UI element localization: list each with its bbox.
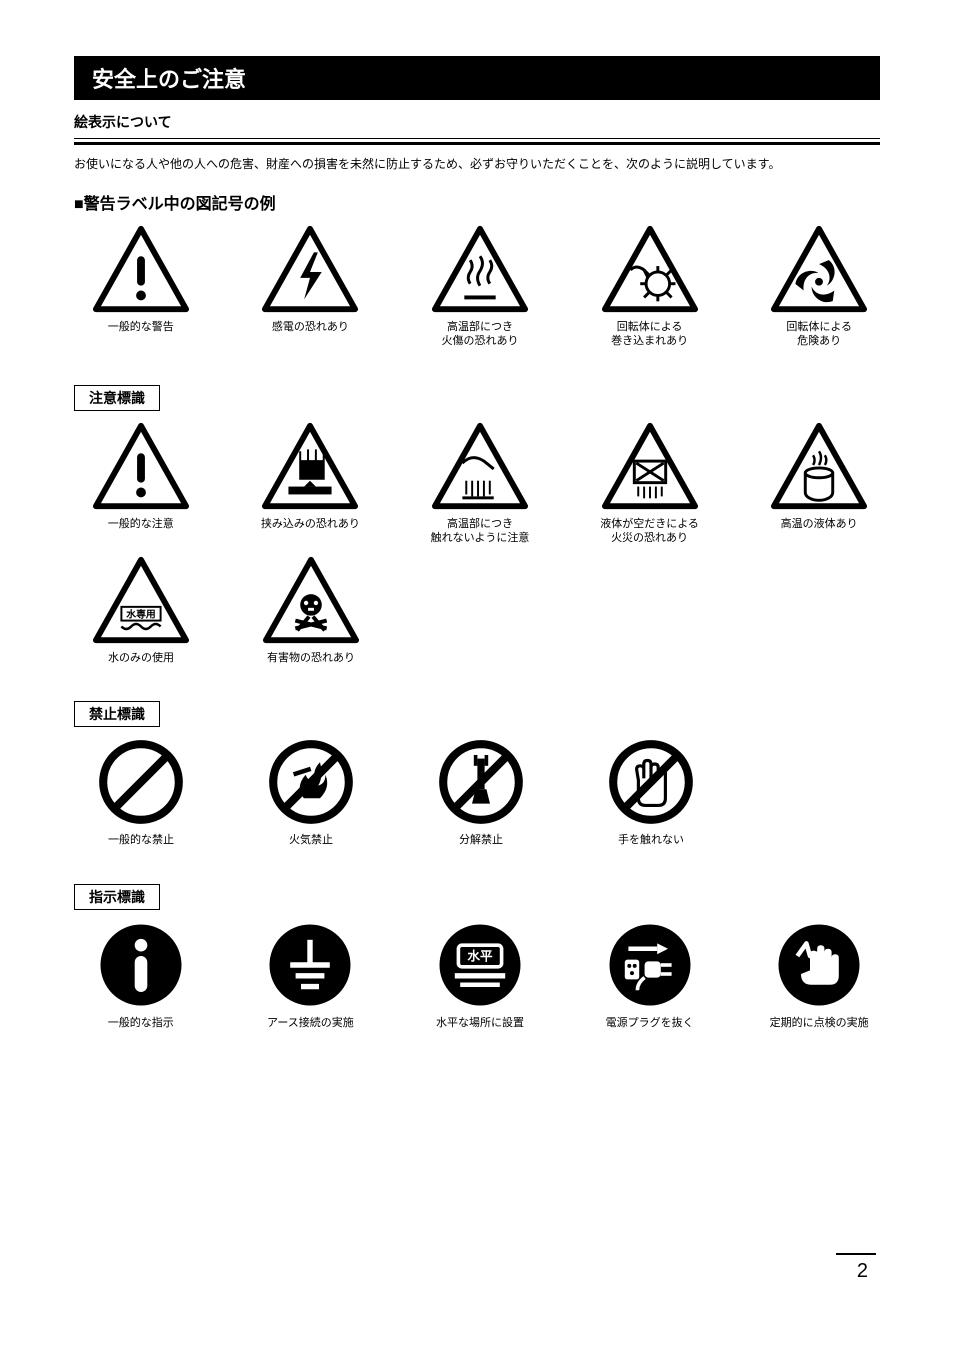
caution-row-2: 水専用 水のみの使用 有害物の恐れあり [80, 555, 880, 665]
caption: 高温の液体あり [781, 517, 858, 531]
hot-surface-icon [431, 224, 529, 314]
caption: 一般的な注意 [108, 517, 174, 531]
general-caution-icon [92, 421, 190, 511]
caption: 水平な場所に設置 [436, 1016, 524, 1030]
header-title: 安全上のご注意 [92, 62, 246, 94]
no-touch-icon [606, 737, 696, 827]
caption: 高温部につき 火傷の恐れあり [441, 320, 518, 349]
prohibit-box: 禁止標識 [74, 701, 160, 727]
unplug-icon [605, 920, 695, 1010]
caption: 回転体による 危険あり [786, 320, 852, 349]
mandatory-box: 指示標識 [74, 884, 160, 910]
cell-unplug: 電源プラグを抜く [589, 920, 711, 1030]
ground-icon [265, 920, 355, 1010]
intro-text: お使いになる人や他の人への危害、財産への損害を未然に防止するため、必ずお守りいた… [74, 155, 880, 172]
caption: 回転体による 巻き込まれあり [611, 320, 688, 349]
cell-hot-surface: 高温部につき 火傷の恐れあり [419, 224, 541, 349]
cell-rotating-hazard: 回転体による 危険あり [758, 224, 880, 349]
periodic-check-icon [774, 920, 864, 1010]
cell-no-touch: 手を触れない [590, 737, 712, 847]
cell-level-install: 水平 水平な場所に設置 [419, 920, 541, 1030]
page-number-rule [836, 1253, 876, 1255]
cell-dry-fire: 液体が空だきによる 火災の恐れあり [589, 421, 711, 546]
cell-general-mandatory: 一般的な指示 [80, 920, 202, 1030]
caption: 水のみの使用 [108, 651, 174, 665]
svg-text:水専用: 水専用 [126, 608, 155, 621]
dry-fire-icon [601, 421, 699, 511]
caption: 有害物の恐れあり [267, 651, 355, 665]
warning-row-1: 一般的な警告 感電の恐れあり 高温部につき 火傷の恐れあり [80, 224, 880, 349]
caption: 定期的に点検の実施 [770, 1016, 869, 1030]
entanglement-icon [601, 224, 699, 314]
cell-entanglement: 回転体による 巻き込まれあり [589, 224, 711, 349]
toxic-icon [262, 555, 360, 645]
cell-water-only: 水専用 水のみの使用 [80, 555, 202, 665]
rotating-hazard-icon [770, 224, 868, 314]
cell-no-fire: 火気禁止 [250, 737, 372, 847]
caption: 手を触れない [618, 833, 684, 847]
page-root: 安全上のご注意 絵表示について お使いになる人や他の人への危害、財産への損害を未… [0, 0, 954, 1351]
level-install-icon: 水平 [435, 920, 525, 1010]
page-number: 2 [857, 1260, 868, 1283]
cell-general-caution: 一般的な注意 [80, 421, 202, 546]
subtitle: 絵表示について [74, 112, 880, 132]
general-mandatory-icon [96, 920, 186, 1010]
caption: 感電の恐れあり [272, 320, 349, 334]
caption: 挟み込みの恐れあり [261, 517, 360, 531]
hot-no-touch-icon [431, 421, 529, 511]
caption: 一般的な警告 [108, 320, 174, 334]
cell-hot-liquid: 高温の液体あり [758, 421, 880, 546]
cell-no-disassemble: 分解禁止 [420, 737, 542, 847]
water-only-icon: 水専用 [92, 555, 190, 645]
double-rule [74, 138, 880, 145]
header-black-bar: 安全上のご注意 [74, 56, 880, 100]
general-prohibit-icon [96, 737, 186, 827]
caption: 一般的な禁止 [108, 833, 174, 847]
caption: 一般的な指示 [108, 1016, 174, 1030]
electric-shock-icon [261, 224, 359, 314]
cell-electric-shock: 感電の恐れあり [250, 224, 372, 349]
pinch-hazard-icon [261, 421, 359, 511]
caption: 分解禁止 [459, 833, 503, 847]
cell-general-warning: 一般的な警告 [80, 224, 202, 349]
caption: 高温部につき 触れないように注意 [431, 517, 530, 546]
caption: 液体が空だきによる 火災の恐れあり [600, 517, 699, 546]
hot-liquid-icon [770, 421, 868, 511]
cell-periodic-check: 定期的に点検の実施 [758, 920, 880, 1030]
cell-ground: アース接続の実施 [250, 920, 372, 1030]
general-warning-icon [92, 224, 190, 314]
caution-row-1: 一般的な注意 挟み込みの恐れあり 高温部につき 触れ [80, 421, 880, 546]
cell-general-prohibit: 一般的な禁止 [80, 737, 202, 847]
svg-text:水平: 水平 [467, 948, 493, 963]
caption: 電源プラグを抜く [606, 1016, 694, 1030]
prohibit-row-1: 一般的な禁止 火気禁止 分解禁止 [80, 737, 880, 847]
no-disassemble-icon [436, 737, 526, 827]
caution-box: 注意標識 [74, 385, 160, 411]
cell-hot-no-touch: 高温部につき 触れないように注意 [419, 421, 541, 546]
no-fire-icon [266, 737, 356, 827]
section-warning-heading: ■警告ラベル中の図記号の例 [74, 190, 880, 214]
cell-pinch-hazard: 挟み込みの恐れあり [250, 421, 372, 546]
caption: 火気禁止 [289, 833, 333, 847]
caption: アース接続の実施 [267, 1016, 354, 1030]
mandatory-row-1: 一般的な指示 アース接続の実施 水平 水平な場所に設置 [80, 920, 880, 1030]
cell-toxic: 有害物の恐れあり [250, 555, 372, 665]
